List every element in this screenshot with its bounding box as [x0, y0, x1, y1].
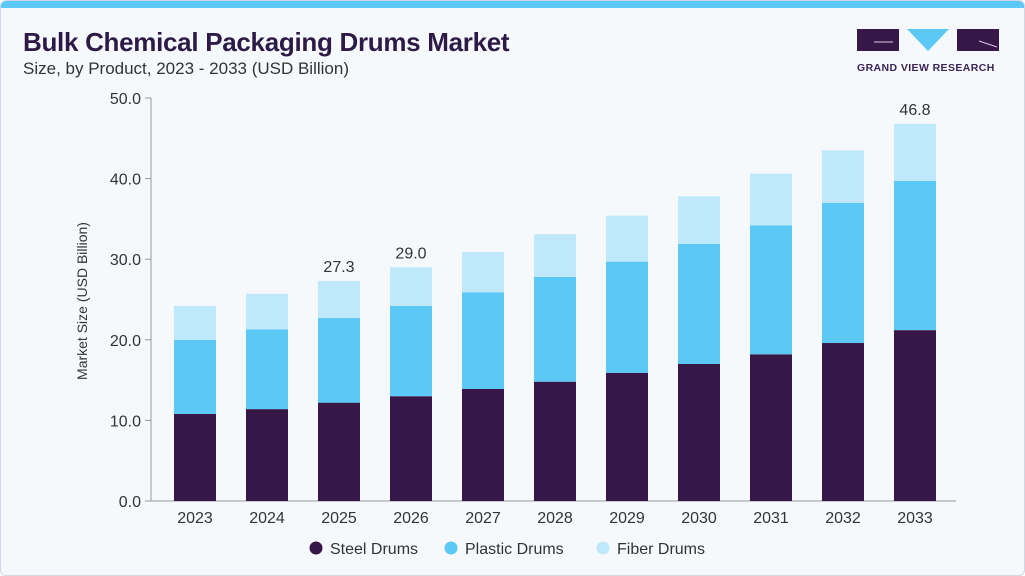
bar-segment-fiber-drums-2025 [318, 280, 360, 319]
bar-segment-fiber-drums-2026 [390, 267, 432, 306]
y-tick-label: 50.0 [110, 91, 141, 108]
bar-segment-steel-drums-2031 [750, 354, 792, 501]
chart-subtitle: Size, by Product, 2023 - 2033 (USD Billi… [23, 59, 349, 78]
bar-segment-steel-drums-2029 [606, 372, 648, 501]
logo-text: GRAND VIEW RESEARCH [857, 62, 995, 74]
bar-segment-plastic-drums-2027 [462, 292, 504, 389]
bar-segment-fiber-drums-2032 [822, 150, 864, 203]
legend-marker-plastic-drums [444, 541, 458, 555]
x-tick-label: 2032 [825, 510, 861, 527]
data-label-2033: 46.8 [899, 102, 930, 119]
bar-segment-plastic-drums-2032 [822, 202, 864, 344]
bar-segment-steel-drums-2030 [678, 363, 720, 501]
bar-segment-fiber-drums-2028 [534, 234, 576, 277]
y-tick-label: 10.0 [110, 413, 141, 430]
legend-label: Plastic Drums [465, 541, 564, 558]
accent-bar [1, 1, 1024, 8]
bar-segment-steel-drums-2027 [462, 388, 504, 501]
data-label-2025: 27.3 [323, 259, 354, 276]
x-tick-label: 2031 [753, 510, 789, 527]
y-tick-label: 40.0 [110, 172, 141, 189]
logo-mark-icon [857, 29, 999, 51]
x-tick-label: 2024 [249, 510, 285, 527]
legend-label: Fiber Drums [617, 541, 705, 558]
bar-segment-plastic-drums-2025 [318, 318, 360, 403]
y-tick-label: 0.0 [119, 494, 141, 511]
bar-segment-plastic-drums-2024 [246, 329, 288, 410]
bar-segment-fiber-drums-2029 [606, 215, 648, 262]
bar-segment-fiber-drums-2031 [750, 173, 792, 226]
x-tick-label: 2027 [465, 510, 501, 527]
bar-segment-steel-drums-2028 [534, 381, 576, 501]
chart-title: Bulk Chemical Packaging Drums Market [23, 27, 510, 57]
bar-segment-steel-drums-2026 [390, 396, 432, 501]
bar-segment-steel-drums-2033 [894, 330, 936, 501]
bar-segment-steel-drums-2023 [174, 413, 216, 501]
x-tick-label: 2023 [177, 510, 213, 527]
x-tick-label: 2025 [321, 510, 357, 527]
y-tick-label: 20.0 [110, 333, 141, 350]
bar-segment-plastic-drums-2030 [678, 243, 720, 364]
y-tick-label: 30.0 [110, 252, 141, 269]
bar-segment-steel-drums-2024 [246, 409, 288, 501]
bar-segment-steel-drums-2025 [318, 402, 360, 501]
data-label-2026: 29.0 [395, 245, 426, 262]
bar-segment-plastic-drums-2026 [390, 305, 432, 397]
bar-segment-plastic-drums-2028 [534, 276, 576, 382]
bar-segment-plastic-drums-2033 [894, 181, 936, 331]
legend-label: Steel Drums [330, 541, 418, 558]
y-axis-label: Market Size (USD Billion) [74, 222, 90, 380]
x-tick-label: 2029 [609, 510, 645, 527]
legend-marker-steel-drums [309, 541, 323, 555]
bar-segment-steel-drums-2032 [822, 343, 864, 501]
x-tick-label: 2028 [537, 510, 573, 527]
bar-segment-fiber-drums-2027 [462, 251, 504, 293]
bar-segment-fiber-drums-2023 [174, 305, 216, 340]
x-tick-label: 2030 [681, 510, 717, 527]
bar-segment-plastic-drums-2031 [750, 225, 792, 355]
legend-marker-fiber-drums [596, 541, 610, 555]
bar-segment-fiber-drums-2033 [894, 123, 936, 182]
grand-view-research-logo: GRAND VIEW RESEARCH [857, 29, 999, 74]
bar-segment-plastic-drums-2029 [606, 261, 648, 373]
bar-segment-fiber-drums-2024 [246, 293, 288, 330]
bar-segment-plastic-drums-2023 [174, 339, 216, 414]
x-tick-label: 2033 [897, 510, 933, 527]
x-tick-label: 2026 [393, 510, 429, 527]
bar-segment-fiber-drums-2030 [678, 196, 720, 244]
